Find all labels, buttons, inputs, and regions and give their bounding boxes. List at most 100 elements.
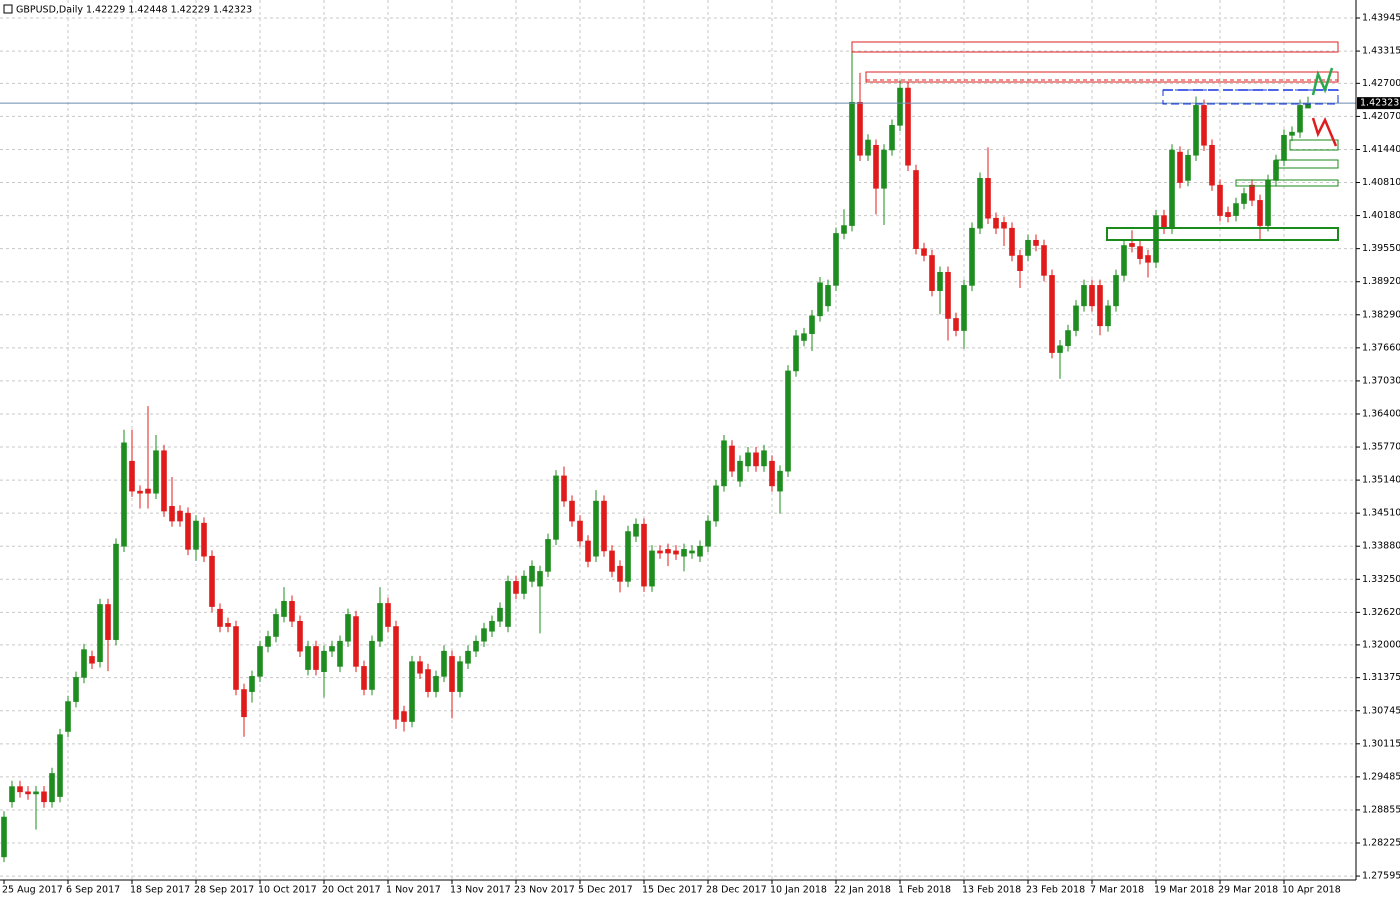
candle-body <box>1145 255 1151 263</box>
x-tick-label: 28 Sep 2017 <box>194 885 254 896</box>
last-price-label: 1.42323 <box>1360 98 1399 109</box>
candle-body <box>1009 227 1015 256</box>
candle-body <box>1081 285 1087 307</box>
candle-body <box>537 571 543 587</box>
candle-body <box>1 816 7 858</box>
candle-body <box>753 452 759 467</box>
candle-body <box>225 623 231 627</box>
candle-body <box>313 646 319 670</box>
candle-body <box>1217 184 1223 216</box>
candle-body <box>73 677 79 702</box>
candle-body <box>689 550 695 554</box>
candle-body <box>121 442 127 547</box>
candle-body <box>913 170 919 249</box>
candle-body <box>745 452 751 467</box>
x-tick-label: 22 Jan 2018 <box>834 885 891 896</box>
candle-body <box>1233 203 1239 216</box>
candle-body <box>1097 285 1103 327</box>
candle-body <box>969 227 975 286</box>
candle-body <box>521 575 527 594</box>
candle-body <box>1225 212 1231 217</box>
x-tick-label: 20 Oct 2017 <box>322 885 381 896</box>
drawings <box>851 41 1339 241</box>
candle-body <box>953 318 959 331</box>
candle-body <box>113 543 119 640</box>
x-tick-label: 6 Sep 2017 <box>66 885 120 896</box>
candle-body <box>713 485 719 522</box>
candle-body <box>337 640 343 667</box>
candle-body <box>425 669 431 692</box>
candle-body <box>985 178 991 219</box>
candle-body <box>553 475 559 540</box>
candle-body <box>865 139 871 156</box>
y-tick-label: 1.32620 <box>1362 607 1400 618</box>
grid-layer <box>0 0 1356 880</box>
candle-body <box>889 125 895 151</box>
candle-body <box>1137 246 1143 259</box>
candle-body <box>449 656 455 692</box>
candle-body <box>457 661 463 692</box>
candle-body <box>345 614 351 642</box>
candle-body <box>545 539 551 572</box>
candle-body <box>1289 131 1295 136</box>
candle-body <box>137 490 143 494</box>
candle-body <box>169 506 175 522</box>
candle-body <box>505 581 511 627</box>
candle-body <box>57 734 63 797</box>
candle-body <box>569 500 575 522</box>
y-tick-label: 1.31375 <box>1362 672 1400 683</box>
candle-body <box>881 149 887 189</box>
y-tick-label: 1.30115 <box>1362 738 1400 749</box>
candle-body <box>1193 105 1199 156</box>
candle-body <box>625 531 631 582</box>
candle-body <box>1297 105 1303 133</box>
candle-body <box>585 540 591 562</box>
candle-body <box>721 440 727 487</box>
candle-body <box>417 661 423 674</box>
x-tick-label: 15 Dec 2017 <box>642 885 703 896</box>
candle-body <box>1257 200 1263 226</box>
y-tick-label: 1.33880 <box>1362 541 1400 552</box>
candle-body <box>361 666 367 690</box>
x-tick-label: 29 Mar 2018 <box>1218 885 1278 896</box>
candle-body <box>921 248 927 256</box>
candle-body <box>617 565 623 582</box>
support-zone <box>1289 139 1339 151</box>
candle-body <box>401 711 407 722</box>
down-scenario <box>1311 117 1338 147</box>
candle-body <box>737 460 743 482</box>
candle-body <box>1089 285 1095 307</box>
x-tick-label: 13 Feb 2018 <box>962 885 1021 896</box>
candle-body <box>937 271 943 291</box>
candle-body <box>385 603 391 627</box>
candle-body <box>785 370 791 472</box>
candle-body <box>281 601 287 617</box>
candle-body <box>185 512 191 550</box>
candle-body <box>705 520 711 547</box>
x-tick-label: 13 Nov 2017 <box>450 885 511 896</box>
x-tick-label: 1 Feb 2018 <box>898 885 951 896</box>
y-tick-label: 1.37660 <box>1362 342 1400 353</box>
y-tick-label: 1.38920 <box>1362 276 1400 287</box>
candle-body <box>961 285 967 331</box>
candle-body <box>353 616 359 667</box>
candle-body <box>657 550 663 554</box>
candle-body <box>1017 255 1023 272</box>
candle-body <box>145 488 151 494</box>
candle-body <box>233 626 239 690</box>
candle-body <box>633 523 639 537</box>
x-tick-label: 5 Dec 2017 <box>578 885 633 896</box>
candle-body <box>681 549 687 557</box>
candle-body <box>193 520 199 550</box>
resistance-zone <box>865 71 1339 83</box>
y-tick-label: 1.36400 <box>1362 408 1400 419</box>
x-tick-label: 7 Mar 2018 <box>1090 885 1144 896</box>
y-tick-label: 1.38290 <box>1362 309 1400 320</box>
candle-body <box>41 791 47 803</box>
candle-body <box>649 550 655 587</box>
y-tick-label: 1.34510 <box>1362 508 1400 519</box>
chart-title: GBPUSD,Daily 1.42229 1.42448 1.42229 1.4… <box>16 5 252 16</box>
y-tick-label: 1.32000 <box>1362 639 1400 650</box>
candle-body <box>489 620 495 632</box>
